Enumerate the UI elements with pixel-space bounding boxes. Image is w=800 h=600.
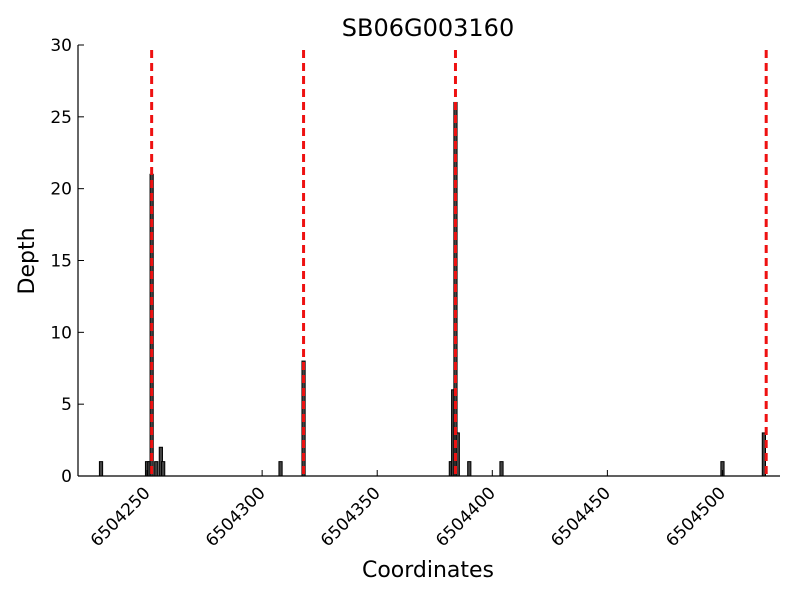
y-tick-label: 30 xyxy=(50,36,72,56)
y-tick-label: 15 xyxy=(50,252,72,272)
x-ticks: 6504250 6504300 6504350 6504400 6504450 65045… xyxy=(87,470,730,551)
y-axis-label: Depth xyxy=(15,227,40,294)
chart-title: SB06G003160 xyxy=(342,14,514,42)
x-tick-label: 6504450 xyxy=(547,483,615,551)
x-tick-label: 6504300 xyxy=(202,483,270,551)
depth-bar xyxy=(154,461,159,477)
x-tick-label: 6504400 xyxy=(432,483,500,551)
y-ticks: 0 5 10 15 20 25 30 xyxy=(50,36,84,487)
y-tick-label: 10 xyxy=(50,323,72,343)
depth-bar xyxy=(499,461,504,477)
x-axis-label: Coordinates xyxy=(362,558,494,583)
y-tick-label: 5 xyxy=(61,395,72,415)
depth-bar xyxy=(161,461,166,477)
y-tick-label: 25 xyxy=(50,108,72,128)
x-tick-label: 6504500 xyxy=(662,483,730,551)
x-tick-label: 6504250 xyxy=(87,483,155,551)
y-tick-label: 0 xyxy=(61,467,72,487)
x-tick-label: 6504350 xyxy=(317,483,385,551)
marker-lines xyxy=(150,50,768,476)
depth-bars xyxy=(98,101,767,477)
depth-bar xyxy=(278,461,283,477)
depth-bar xyxy=(467,461,472,477)
depth-bar xyxy=(98,461,104,477)
y-tick-label: 20 xyxy=(50,180,72,200)
axes xyxy=(77,45,780,477)
